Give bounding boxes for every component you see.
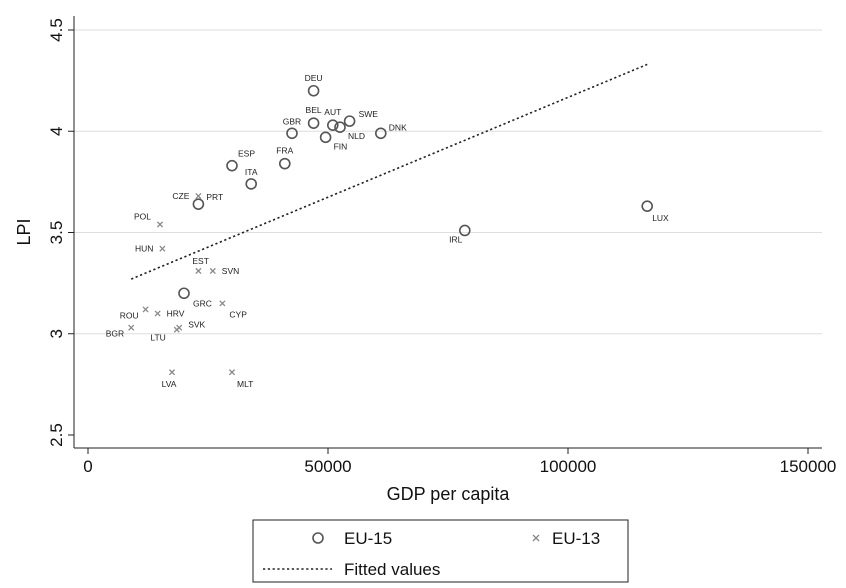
point-ita — [245, 178, 257, 190]
point-label-nld: NLD — [348, 131, 365, 141]
point-label-rou: ROU — [120, 310, 139, 320]
point-label-pol: POL — [134, 211, 151, 221]
legend-box — [252, 519, 629, 583]
point-label-dnk: DNK — [389, 122, 407, 132]
legend-marker-eu13 — [532, 534, 540, 542]
point-label-mlt: MLT — [237, 379, 253, 389]
x-marker-stroke — [168, 369, 176, 376]
x-marker-stroke — [228, 369, 236, 376]
point-label-hrv: HRV — [167, 309, 185, 319]
point-label-esp: ESP — [238, 149, 255, 159]
point-nld — [334, 121, 346, 133]
point-label-bel: BEL — [306, 105, 322, 115]
legend-label-fitted: Fitted values — [344, 560, 440, 579]
point-lux — [641, 200, 654, 212]
point-mlt — [228, 369, 236, 376]
point-label-est: EST — [192, 256, 209, 266]
y-tick-label: 3 — [47, 329, 66, 338]
x-marker-stroke — [128, 324, 135, 331]
x-tick-label: 0 — [83, 457, 92, 476]
x-marker-stroke — [195, 267, 202, 275]
point-label-fin: FIN — [334, 141, 348, 151]
point-swe — [343, 115, 356, 127]
point-bgr — [128, 324, 135, 331]
point-label-cze: CZE — [172, 191, 189, 201]
point-label-svk: SVK — [188, 320, 205, 330]
point-fin — [319, 131, 332, 144]
grid-lines — [74, 29, 822, 335]
x-marker-stroke — [195, 192, 202, 200]
x-marker-stroke — [173, 326, 180, 333]
point-label-irl: IRL — [449, 234, 463, 244]
point-gbr — [286, 127, 298, 140]
point-esp — [226, 159, 238, 172]
x-marker-stroke — [219, 300, 226, 307]
point-dnk — [374, 127, 387, 140]
y-tick-label: 2.5 — [47, 423, 66, 447]
point-label-grc: GRC — [193, 298, 212, 308]
x-marker-stroke — [154, 310, 161, 317]
point-label-bgr: BGR — [106, 329, 124, 339]
legend-label-eu15: EU-15 — [344, 529, 392, 548]
x-marker-stroke — [142, 306, 149, 313]
legend-label-eu13: EU-13 — [552, 529, 600, 548]
point-label-swe: SWE — [359, 109, 379, 119]
point-deu — [307, 84, 320, 97]
point-label-gbr: GBR — [283, 116, 301, 126]
point-label-svn: SVN — [222, 266, 239, 276]
x-marker-stroke — [159, 245, 166, 252]
point-rou — [142, 306, 149, 313]
point-cyp — [219, 300, 226, 307]
y-tick-label: 4.5 — [47, 18, 66, 42]
point-label-lux: LUX — [652, 213, 669, 223]
legend-marker-eu15 — [312, 532, 324, 544]
point-lva — [168, 369, 176, 376]
point-label-cyp: CYP — [229, 309, 247, 319]
x-marker-stroke — [156, 221, 164, 228]
legend: EU-15 EU-13 Fitted values — [252, 519, 629, 583]
point-grc — [178, 287, 190, 300]
point-label-deu: DEU — [305, 73, 323, 83]
point-irl — [458, 224, 471, 237]
point-label-ita: ITA — [245, 167, 258, 177]
data-points: DEU BEL AUT SWE NLD GBR FIN DNK FRA ESP ITA PRT IRL L… — [106, 73, 669, 389]
x-tick-label: 100000 — [540, 457, 597, 476]
point-label-ltu: LTU — [150, 333, 165, 343]
point-pol — [156, 221, 164, 228]
x-axis-title: GDP per capita — [387, 484, 511, 504]
point-label-hun: HUN — [135, 244, 153, 254]
point-label-aut: AUT — [324, 107, 341, 117]
fitted-line-group — [130, 63, 648, 280]
point-label-lva: LVA — [162, 379, 177, 389]
point-aut — [326, 119, 339, 131]
point-est — [195, 267, 202, 275]
y-tick-label: 3.5 — [47, 221, 66, 245]
point-ltu — [173, 326, 180, 333]
point-label-prt: PRT — [206, 192, 223, 202]
point-bel — [307, 117, 320, 129]
point-cze — [195, 192, 202, 200]
point-prt — [192, 198, 205, 210]
point-hun — [159, 245, 166, 252]
y-axis-title: LPI — [14, 218, 34, 245]
point-label-fra: FRA — [276, 146, 293, 156]
x-marker-stroke — [209, 267, 216, 275]
fitted-values-line — [130, 63, 648, 280]
y-tick-label: 4 — [47, 127, 66, 136]
point-hrv — [154, 310, 161, 317]
point-svn — [209, 267, 216, 275]
axes: 2.5 3 3.5 4 4.5 0 50000 100000 150000 GDP per cap… — [14, 16, 836, 504]
point-fra — [278, 157, 291, 170]
x-tick-label: 150000 — [780, 457, 837, 476]
x-tick-label: 50000 — [304, 457, 351, 476]
